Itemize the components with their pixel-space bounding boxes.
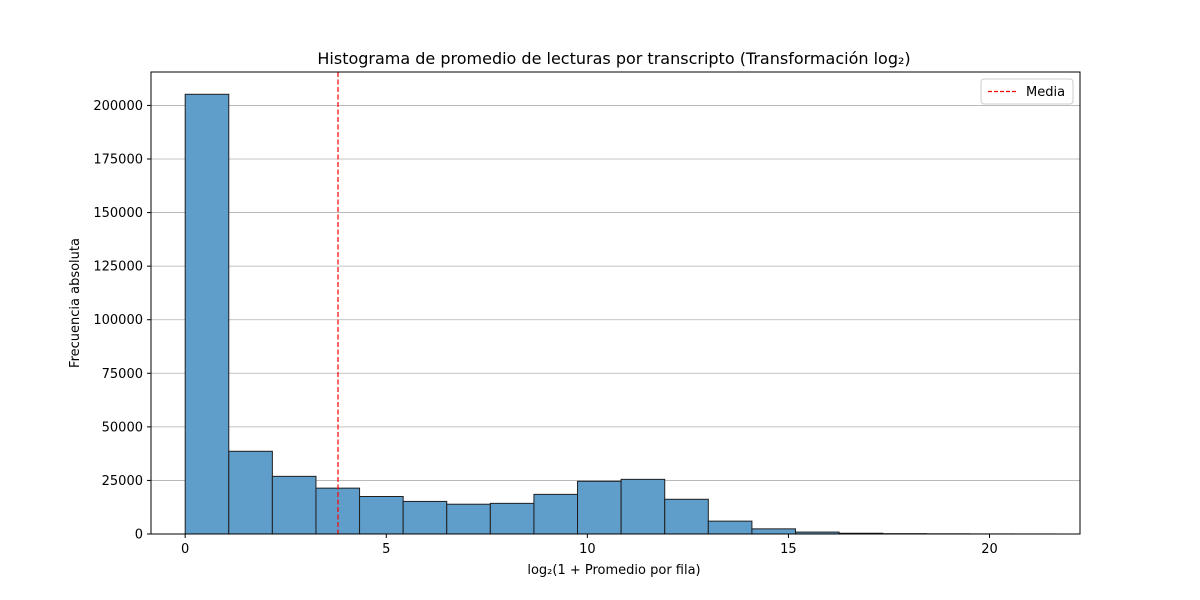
histogram-bar: [489, 502, 535, 535]
histogram-bar: [664, 498, 709, 535]
histogram-bar: [533, 493, 579, 535]
x-tick-label: 20: [981, 542, 998, 557]
y-tick-label: 100000: [93, 313, 143, 328]
histogram-bar: [446, 503, 491, 535]
histogram-bar: [577, 480, 622, 535]
x-tick-label: 5: [382, 542, 390, 557]
histogram-bar: [184, 93, 230, 535]
y-tick-label: 50000: [102, 420, 143, 435]
plot-frame: [150, 71, 1081, 535]
y-tick-label: 75000: [102, 367, 143, 382]
y-axis: 0 25000 50000 75000 100000 125000 150000 175000…: [93, 99, 151, 543]
bars-layer: [184, 93, 1058, 535]
x-tick-label: 15: [780, 542, 797, 557]
y-tick-label: 125000: [93, 260, 143, 275]
y-tick-label: 150000: [93, 206, 143, 221]
histogram-bar: [707, 520, 753, 535]
y-tick-label: 200000: [93, 99, 143, 114]
chart-title: Histograma de promedio de lecturas por t…: [317, 49, 910, 68]
grid-layer: [151, 105, 1080, 535]
x-tick-label: 0: [181, 542, 189, 557]
histogram-bar: [271, 475, 317, 535]
x-axis: 0 5 10 15 20: [181, 534, 998, 557]
y-axis-title: Frecuencia absoluta: [68, 238, 83, 368]
y-tick-label: 25000: [102, 474, 143, 489]
y-tick-label: 0: [135, 528, 143, 543]
histogram-bar: [620, 478, 666, 535]
x-axis-title: log₂(1 + Promedio por fila): [527, 563, 700, 578]
legend-box: [980, 78, 1074, 105]
histogram-bar: [228, 450, 273, 535]
y-tick-label: 175000: [93, 153, 143, 168]
histogram-bar: [402, 500, 448, 535]
histogram-bar: [359, 496, 404, 535]
histogram-bar: [751, 528, 797, 535]
legend: Media: [980, 78, 1074, 105]
x-tick-label: 10: [579, 542, 596, 557]
legend-label-media: Media: [1026, 85, 1065, 100]
